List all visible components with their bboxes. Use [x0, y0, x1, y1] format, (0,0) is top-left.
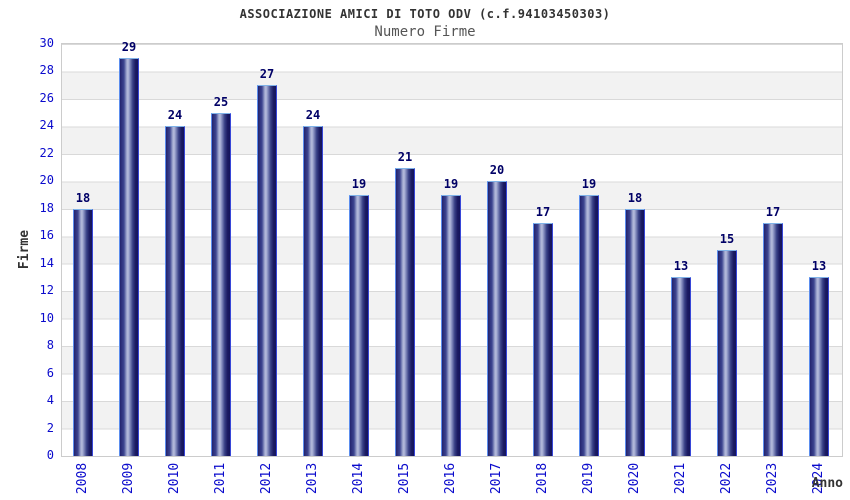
y-tick-label: 30 [39, 36, 54, 50]
bar [809, 277, 829, 456]
x-tick-label: 2010 [167, 462, 183, 494]
x-tick-label: 2009 [121, 462, 137, 494]
x-tick-label: 2008 [75, 462, 91, 494]
y-tick-label: 0 [46, 448, 54, 462]
bar [579, 195, 599, 456]
bar-value-label: 21 [397, 150, 413, 164]
y-tick-label: 4 [46, 393, 54, 408]
y-tick-label: 10 [39, 310, 54, 325]
bar [257, 85, 277, 456]
y-tick-label: 26 [39, 90, 54, 105]
bar [119, 58, 139, 456]
bar [625, 209, 645, 456]
bar [395, 168, 415, 456]
bar-value-label: 18 [627, 191, 643, 205]
bar-value-label: 19 [351, 177, 367, 191]
y-tick-label: 18 [39, 200, 54, 215]
bar-value-label: 24 [167, 108, 183, 122]
y-tick-label: 2 [46, 420, 54, 435]
x-tick-label: 2012 [259, 462, 275, 494]
x-tick-label: 2021 [673, 462, 689, 494]
bar [487, 181, 507, 456]
bar [717, 250, 737, 456]
chart-subtitle: Numero Firme [374, 24, 476, 40]
x-tick-label: 2023 [765, 462, 781, 494]
x-tick-label: 2020 [627, 462, 643, 494]
plot-area [61, 43, 843, 457]
bar-value-label: 17 [535, 205, 551, 219]
y-tick-label: 14 [39, 255, 54, 270]
x-tick-label: 2019 [581, 462, 597, 494]
bar [671, 277, 691, 456]
bar [303, 126, 323, 456]
bar [165, 126, 185, 456]
x-tick-label: 2017 [489, 462, 505, 494]
x-tick-label: 2013 [305, 462, 321, 494]
x-tick-label: 2022 [719, 462, 735, 494]
y-tick-label: 16 [39, 228, 54, 243]
bar-value-label: 15 [719, 232, 735, 246]
x-tick-label: 2016 [443, 462, 459, 494]
chart-title: ASSOCIAZIONE AMICI DI TOTO ODV (c.f.9410… [239, 7, 611, 21]
bar [441, 195, 461, 456]
bar-value-label: 29 [121, 40, 137, 54]
y-tick-label: 8 [46, 338, 54, 353]
bar-value-label: 13 [811, 259, 827, 273]
bar-value-label: 27 [259, 67, 275, 81]
y-tick-label: 20 [39, 173, 54, 188]
bar [763, 223, 783, 456]
bar-value-label: 17 [765, 205, 781, 219]
bar-value-label: 24 [305, 108, 321, 122]
x-tick-label: 2011 [213, 462, 229, 494]
bar [349, 195, 369, 456]
bar [533, 223, 553, 456]
bar-value-label: 20 [489, 163, 505, 177]
bar [73, 209, 93, 456]
y-tick-label: 22 [39, 145, 54, 160]
bar-value-label: 19 [443, 177, 459, 191]
x-tick-label: 2015 [397, 462, 413, 494]
bar-value-label: 25 [213, 95, 229, 109]
bar-value-label: 19 [581, 177, 597, 191]
y-tick-label: 6 [46, 365, 54, 380]
y-tick-label: 28 [39, 63, 54, 78]
y-tick-label: 24 [39, 118, 54, 133]
x-axis-label: Anno [811, 476, 843, 491]
bar [211, 113, 231, 456]
bar-value-label: 18 [75, 191, 91, 205]
y-tick-label: 12 [39, 283, 54, 298]
x-tick-label: 2014 [351, 462, 367, 494]
x-tick-label: 2018 [535, 462, 551, 494]
bar-value-label: 13 [673, 259, 689, 273]
